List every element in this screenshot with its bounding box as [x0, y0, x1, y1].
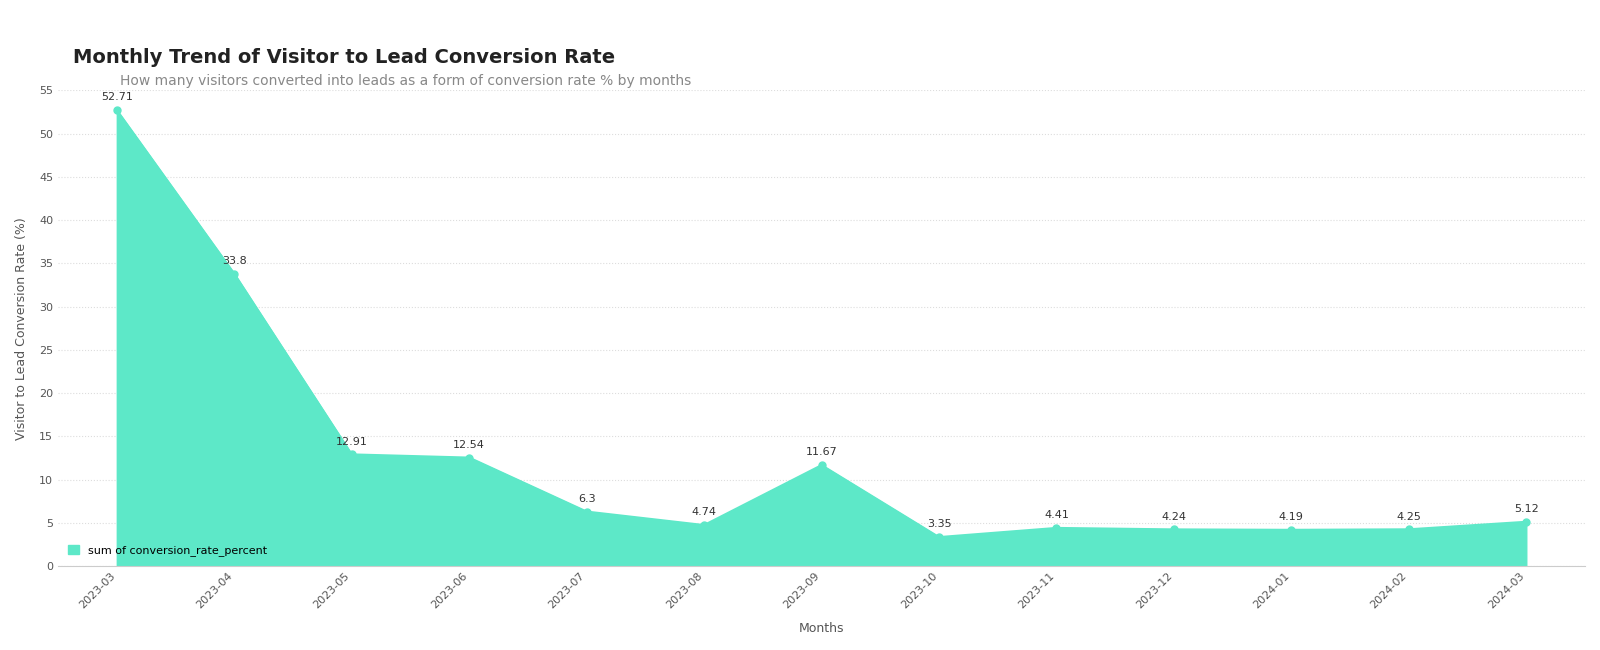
Point: [104, 105, 130, 115]
Text: 4.24: 4.24: [1162, 512, 1187, 522]
Text: 4.41: 4.41: [1045, 510, 1069, 520]
Text: 4.25: 4.25: [1397, 512, 1421, 521]
Text: 12.54: 12.54: [453, 440, 485, 450]
Legend: sum of conversion_rate_percent: sum of conversion_rate_percent: [64, 541, 272, 560]
X-axis label: Months: Months: [798, 622, 845, 635]
Text: 3.35: 3.35: [926, 519, 952, 529]
Text: Monthly Trend of Visitor to Lead Conversion Rate: Monthly Trend of Visitor to Lead Convers…: [74, 47, 616, 66]
Text: 11.67: 11.67: [806, 447, 837, 458]
Text: 33.8: 33.8: [222, 256, 246, 266]
Text: 4.19: 4.19: [1278, 512, 1304, 522]
Point: [574, 506, 600, 517]
Point: [221, 268, 246, 279]
Point: [1397, 524, 1422, 534]
Text: 6.3: 6.3: [578, 494, 595, 504]
Point: [1514, 517, 1539, 527]
Point: [691, 520, 717, 530]
Point: [1043, 523, 1069, 533]
Text: 4.74: 4.74: [691, 508, 717, 517]
Text: 52.71: 52.71: [101, 92, 133, 102]
Text: 12.91: 12.91: [336, 437, 368, 447]
Point: [808, 460, 834, 471]
Text: How many visitors converted into leads as a form of conversion rate % by months: How many visitors converted into leads a…: [120, 73, 691, 88]
Point: [456, 452, 482, 463]
Point: [1278, 525, 1304, 535]
Point: [926, 532, 952, 542]
Point: [339, 449, 365, 460]
Text: 5.12: 5.12: [1514, 504, 1539, 514]
Y-axis label: Visitor to Lead Conversion Rate (%): Visitor to Lead Conversion Rate (%): [14, 217, 29, 439]
Point: [1162, 524, 1187, 534]
